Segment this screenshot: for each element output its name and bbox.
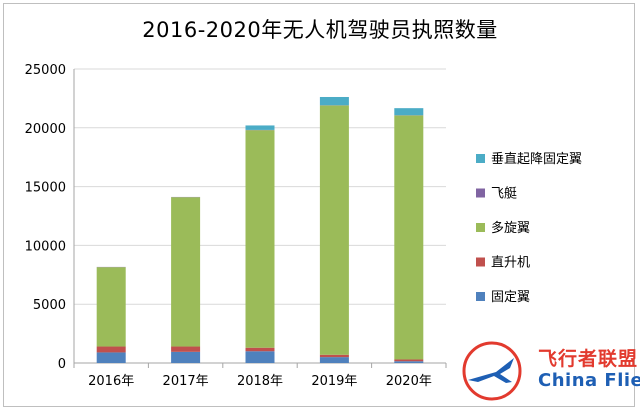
chart-title: 2016-2020年无人机驾驶员执照数量: [142, 18, 498, 42]
bar-segment-垂直起降固定翼-2018年: [245, 125, 275, 130]
y-tick-label: 15000: [25, 181, 66, 196]
bar-segment-多旋翼-2018年: [245, 130, 275, 348]
legend-swatch: [476, 154, 485, 163]
y-tick-label: 25000: [25, 63, 66, 78]
bar-segment-直升机-2017年: [171, 346, 201, 352]
bar-segment-固定翼-2019年: [319, 357, 349, 363]
bar-segment-固定翼-2017年: [171, 351, 201, 363]
y-tick-label: 20000: [25, 122, 66, 137]
bar-segment-固定翼-2016年: [96, 352, 126, 363]
y-tick-label: 5000: [33, 298, 66, 313]
bar-segment-直升机-2018年: [245, 347, 275, 352]
bar-segment-固定翼-2020年: [394, 361, 424, 363]
bar-segment-直升机-2019年: [319, 354, 349, 358]
bar-segment-直升机-2020年: [394, 359, 424, 362]
legend-swatch: [476, 223, 485, 232]
y-tick-label: 0: [58, 357, 66, 372]
watermark-logo: 飞行者联盟 China Flier: [452, 338, 640, 404]
bar-segment-多旋翼-2019年: [319, 105, 349, 355]
bar-segment-多旋翼-2016年: [96, 267, 126, 347]
bar-segment-垂直起降固定翼-2020年: [394, 108, 424, 116]
watermark-cn: 飞行者联盟: [538, 348, 639, 370]
bar-segment-直升机-2016年: [96, 346, 126, 353]
x-tick-label: 2018年: [237, 374, 283, 389]
bar-segment-多旋翼-2017年: [171, 197, 201, 347]
bar-segment-垂直起降固定翼-2019年: [319, 96, 349, 106]
bar-segment-多旋翼-2020年: [394, 115, 424, 360]
x-tick-label: 2019年: [311, 374, 357, 389]
legend-label: 多旋翼: [491, 220, 530, 236]
legend-label: 垂直起降固定翼: [491, 152, 582, 167]
legend-swatch: [476, 292, 485, 301]
legend-swatch: [476, 257, 485, 267]
plane-logo-icon: [462, 341, 522, 401]
watermark-en: China Flier: [538, 370, 640, 391]
legend-label: 固定翼: [491, 290, 530, 305]
x-tick-label: 2017年: [163, 374, 209, 389]
legend-label: 飞艇: [491, 187, 517, 202]
x-tick-label: 2020年: [386, 374, 432, 389]
legend-label: 直升机: [491, 256, 530, 271]
bar-segment-固定翼-2018年: [245, 351, 275, 363]
x-tick-label: 2016年: [88, 374, 134, 389]
y-tick-label: 10000: [25, 239, 66, 254]
legend-swatch: [476, 188, 485, 198]
